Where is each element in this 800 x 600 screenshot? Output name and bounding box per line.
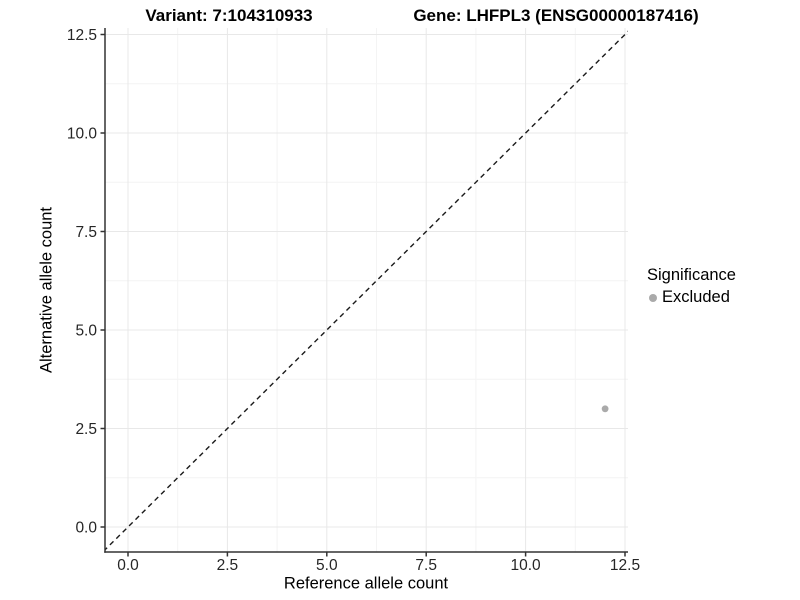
- legend-item-excluded: Excluded: [649, 288, 736, 307]
- x-tick-label: 7.5: [415, 557, 437, 574]
- x-tick-label: 5.0: [316, 557, 338, 574]
- y-tick-label: 7.5: [75, 224, 97, 241]
- identity-reference-line: [105, 30, 628, 551]
- legend: Significance Excluded: [647, 266, 736, 307]
- data-point: [601, 405, 609, 413]
- x-tick-label: 0.0: [117, 557, 139, 574]
- y-tick-label: 0.0: [75, 520, 97, 537]
- legend-item-label: Excluded: [662, 288, 730, 306]
- x-tick-label: 2.5: [217, 557, 239, 574]
- y-tick-label: 5.0: [75, 323, 97, 340]
- legend-marker-circle-icon: [649, 293, 657, 302]
- plot-title-variant: Variant: 7:104310933: [145, 6, 313, 25]
- x-axis-title: Reference allele count: [283, 574, 449, 593]
- plot-title-gene: Gene: LHFPL3 (ENSG00000187416): [413, 6, 699, 25]
- y-tick-label: 12.5: [67, 27, 97, 44]
- y-tick-label: 10.0: [67, 126, 98, 143]
- legend-title: Significance: [647, 266, 736, 284]
- y-axis-title: Alternative allele count: [37, 206, 56, 374]
- x-tick-label: 12.5: [610, 557, 640, 574]
- x-tick-label: 10.0: [511, 557, 542, 574]
- y-tick-label: 2.5: [75, 421, 97, 438]
